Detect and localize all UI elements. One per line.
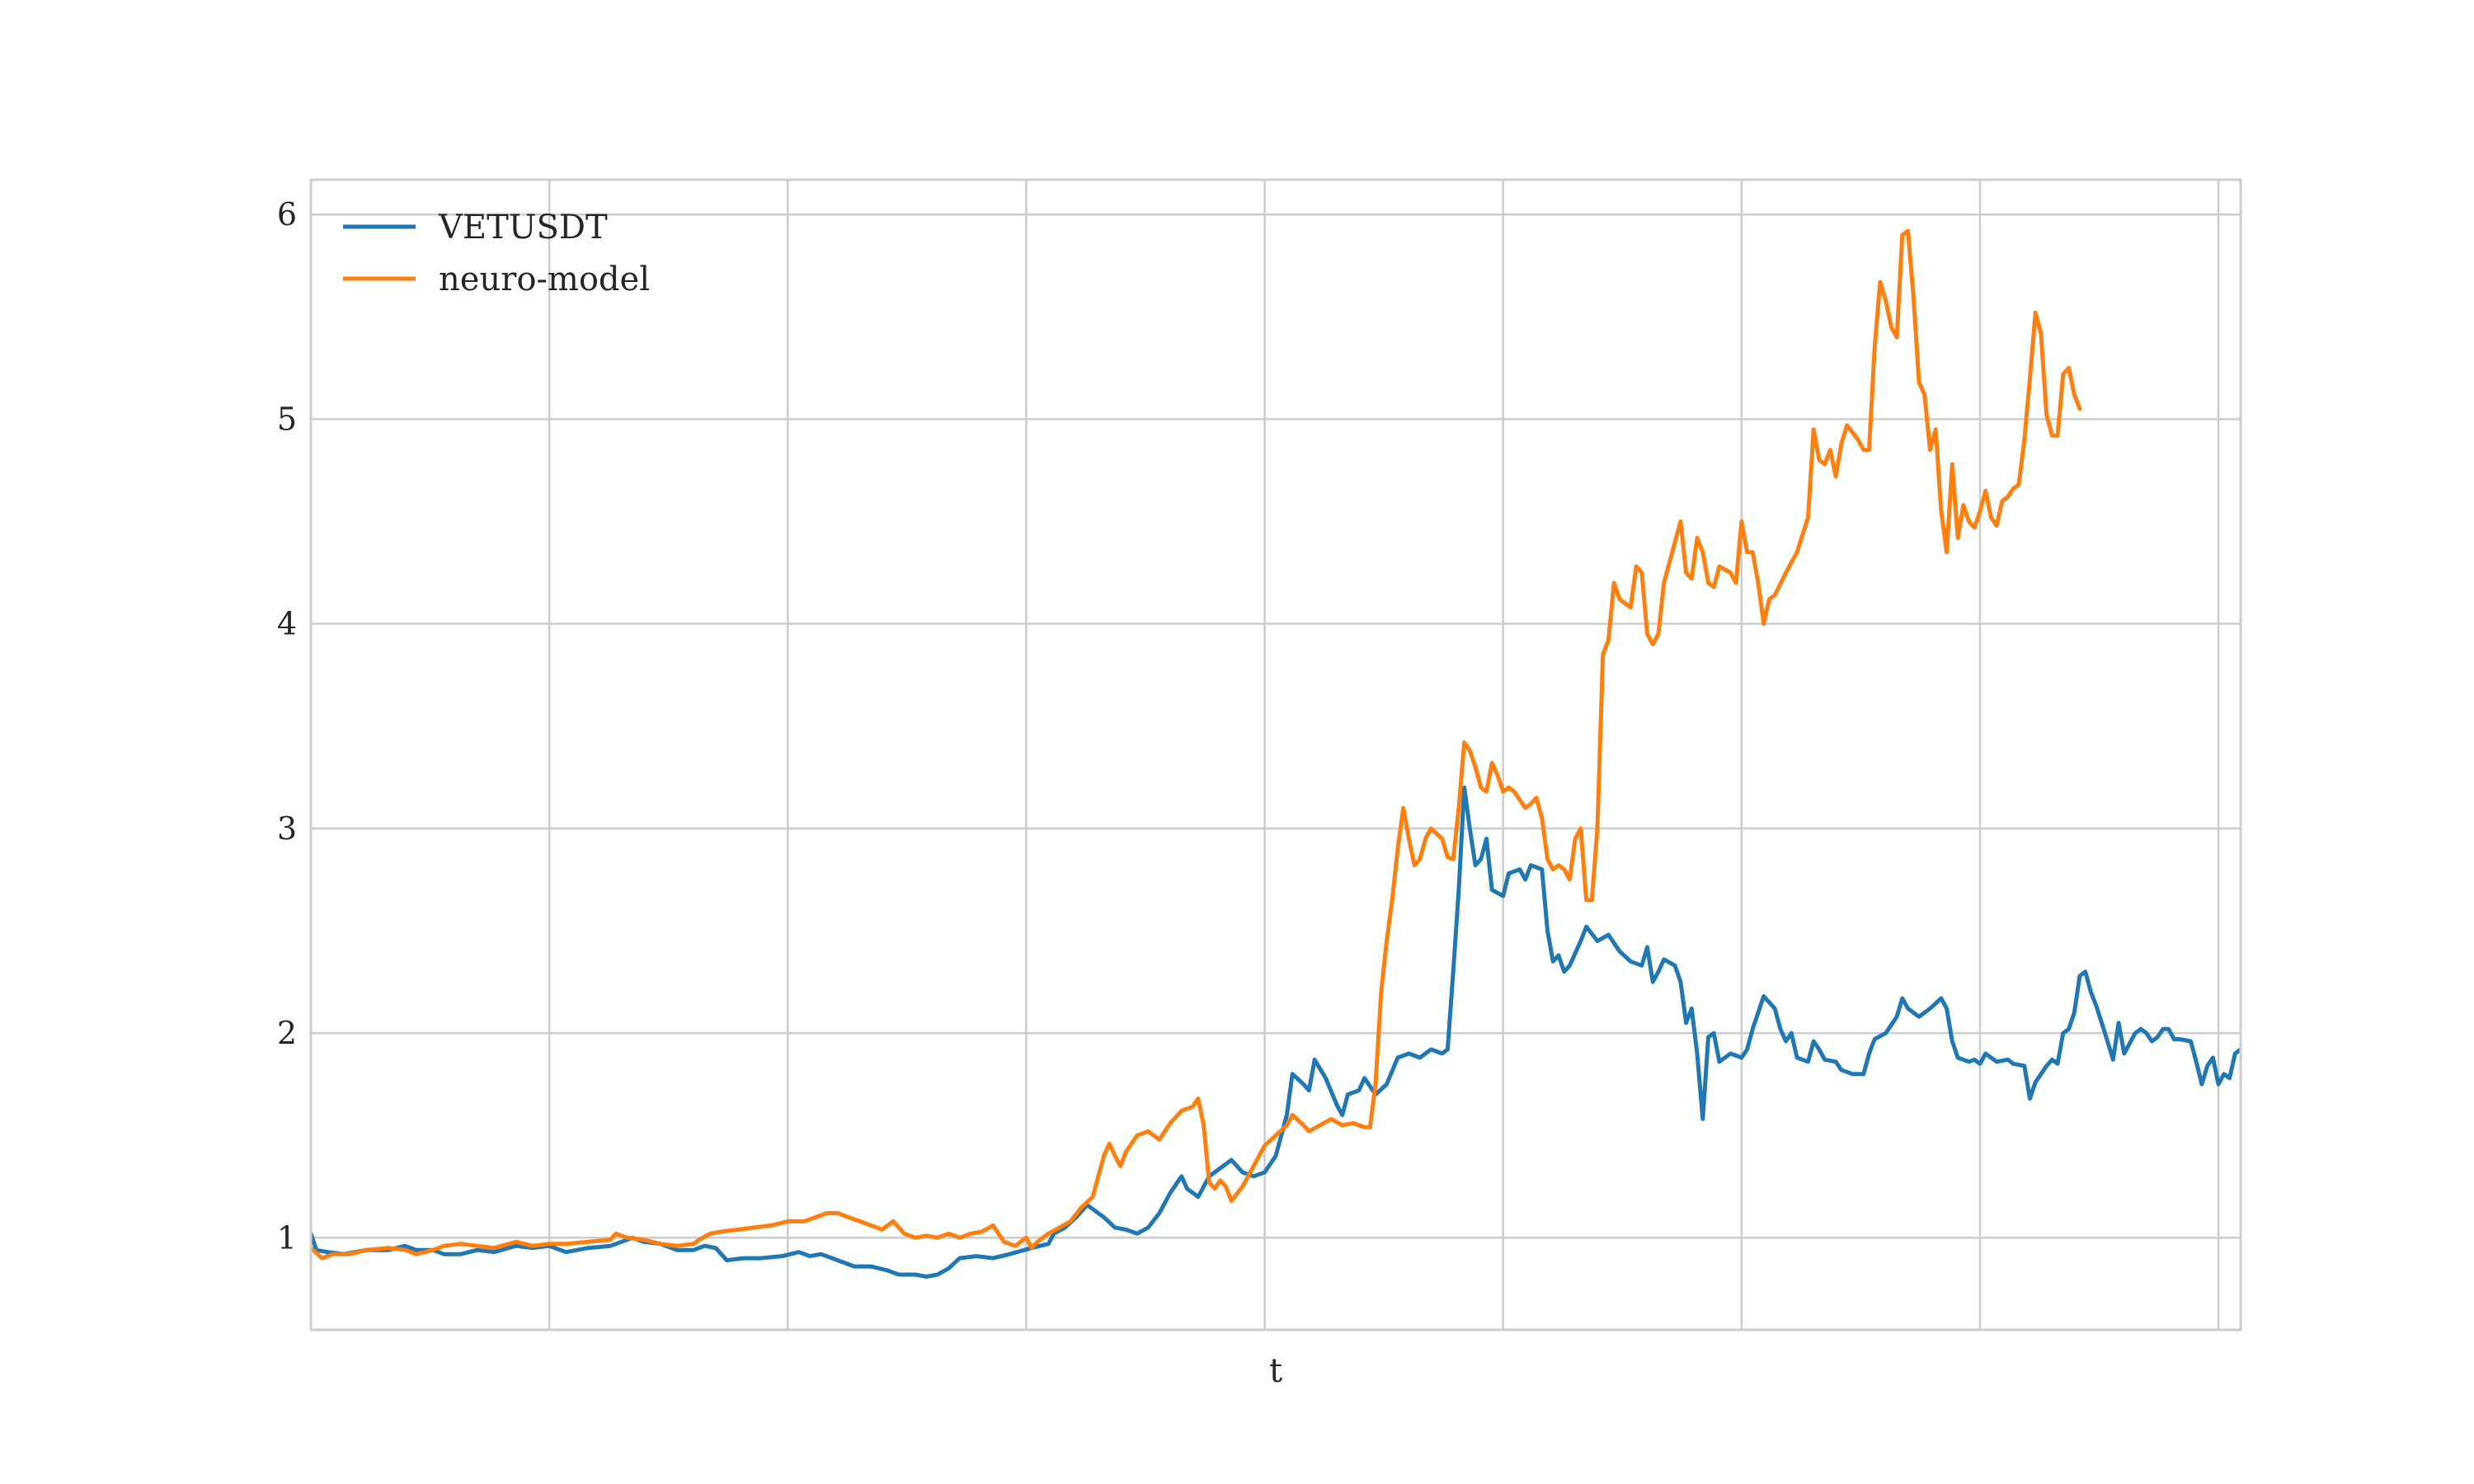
y-tick-label-3: 3 <box>277 810 297 847</box>
y-tick-label-4: 4 <box>277 606 297 642</box>
series-line-vetusdt <box>311 785 2241 1279</box>
y-tick-label-5: 5 <box>277 401 297 437</box>
legend-label-neuro-model: neuro-model <box>439 261 650 298</box>
plot-frame <box>309 178 2242 1331</box>
series-line-neuro-model <box>311 228 2082 1261</box>
legend-label-vetusdt: VETUSDT <box>438 209 608 247</box>
x-axis-title: t <box>1269 1352 1282 1390</box>
y-tick-labels: 1 2 3 4 5 6 <box>277 196 297 1256</box>
series-layer <box>311 228 2241 1279</box>
legend: VETUSDT neuro-model <box>343 209 650 298</box>
y-tick-label-1: 1 <box>277 1219 297 1256</box>
horizontal-gridlines <box>311 213 2241 1239</box>
y-tick-label-6: 6 <box>277 196 297 232</box>
y-tick-label-2: 2 <box>277 1015 297 1051</box>
